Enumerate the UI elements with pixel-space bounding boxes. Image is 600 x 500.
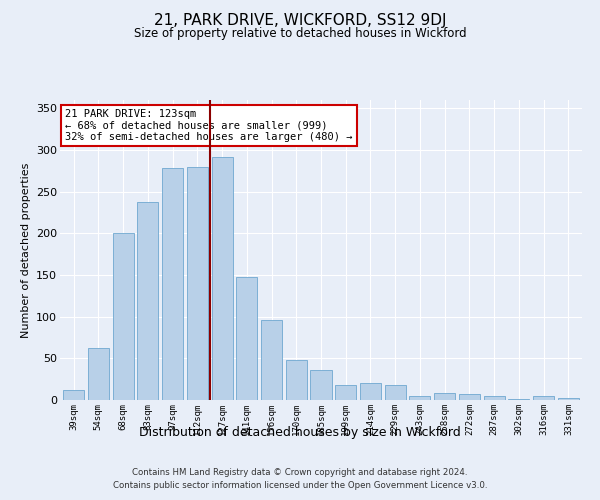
Bar [434, 394, 455, 400]
Text: Contains public sector information licensed under the Open Government Licence v3: Contains public sector information licen… [113, 482, 487, 490]
Bar [335, 385, 356, 400]
Bar [533, 396, 554, 400]
Y-axis label: Number of detached properties: Number of detached properties [20, 162, 31, 338]
Text: Contains HM Land Registry data © Crown copyright and database right 2024.: Contains HM Land Registry data © Crown c… [132, 468, 468, 477]
Bar [459, 394, 480, 400]
Bar [508, 399, 529, 400]
Bar [286, 360, 307, 400]
Bar [310, 370, 332, 400]
Bar [261, 320, 282, 400]
Bar [88, 348, 109, 400]
Bar [360, 384, 381, 400]
Bar [236, 276, 257, 400]
Bar [187, 166, 208, 400]
Text: Distribution of detached houses by size in Wickford: Distribution of detached houses by size … [139, 426, 461, 439]
Bar [63, 390, 84, 400]
Bar [137, 202, 158, 400]
Bar [162, 168, 183, 400]
Bar [113, 234, 134, 400]
Bar [484, 396, 505, 400]
Bar [409, 396, 430, 400]
Text: Size of property relative to detached houses in Wickford: Size of property relative to detached ho… [134, 28, 466, 40]
Bar [212, 156, 233, 400]
Text: 21 PARK DRIVE: 123sqm
← 68% of detached houses are smaller (999)
32% of semi-det: 21 PARK DRIVE: 123sqm ← 68% of detached … [65, 109, 353, 142]
Bar [385, 385, 406, 400]
Text: 21, PARK DRIVE, WICKFORD, SS12 9DJ: 21, PARK DRIVE, WICKFORD, SS12 9DJ [154, 12, 446, 28]
Bar [558, 398, 579, 400]
